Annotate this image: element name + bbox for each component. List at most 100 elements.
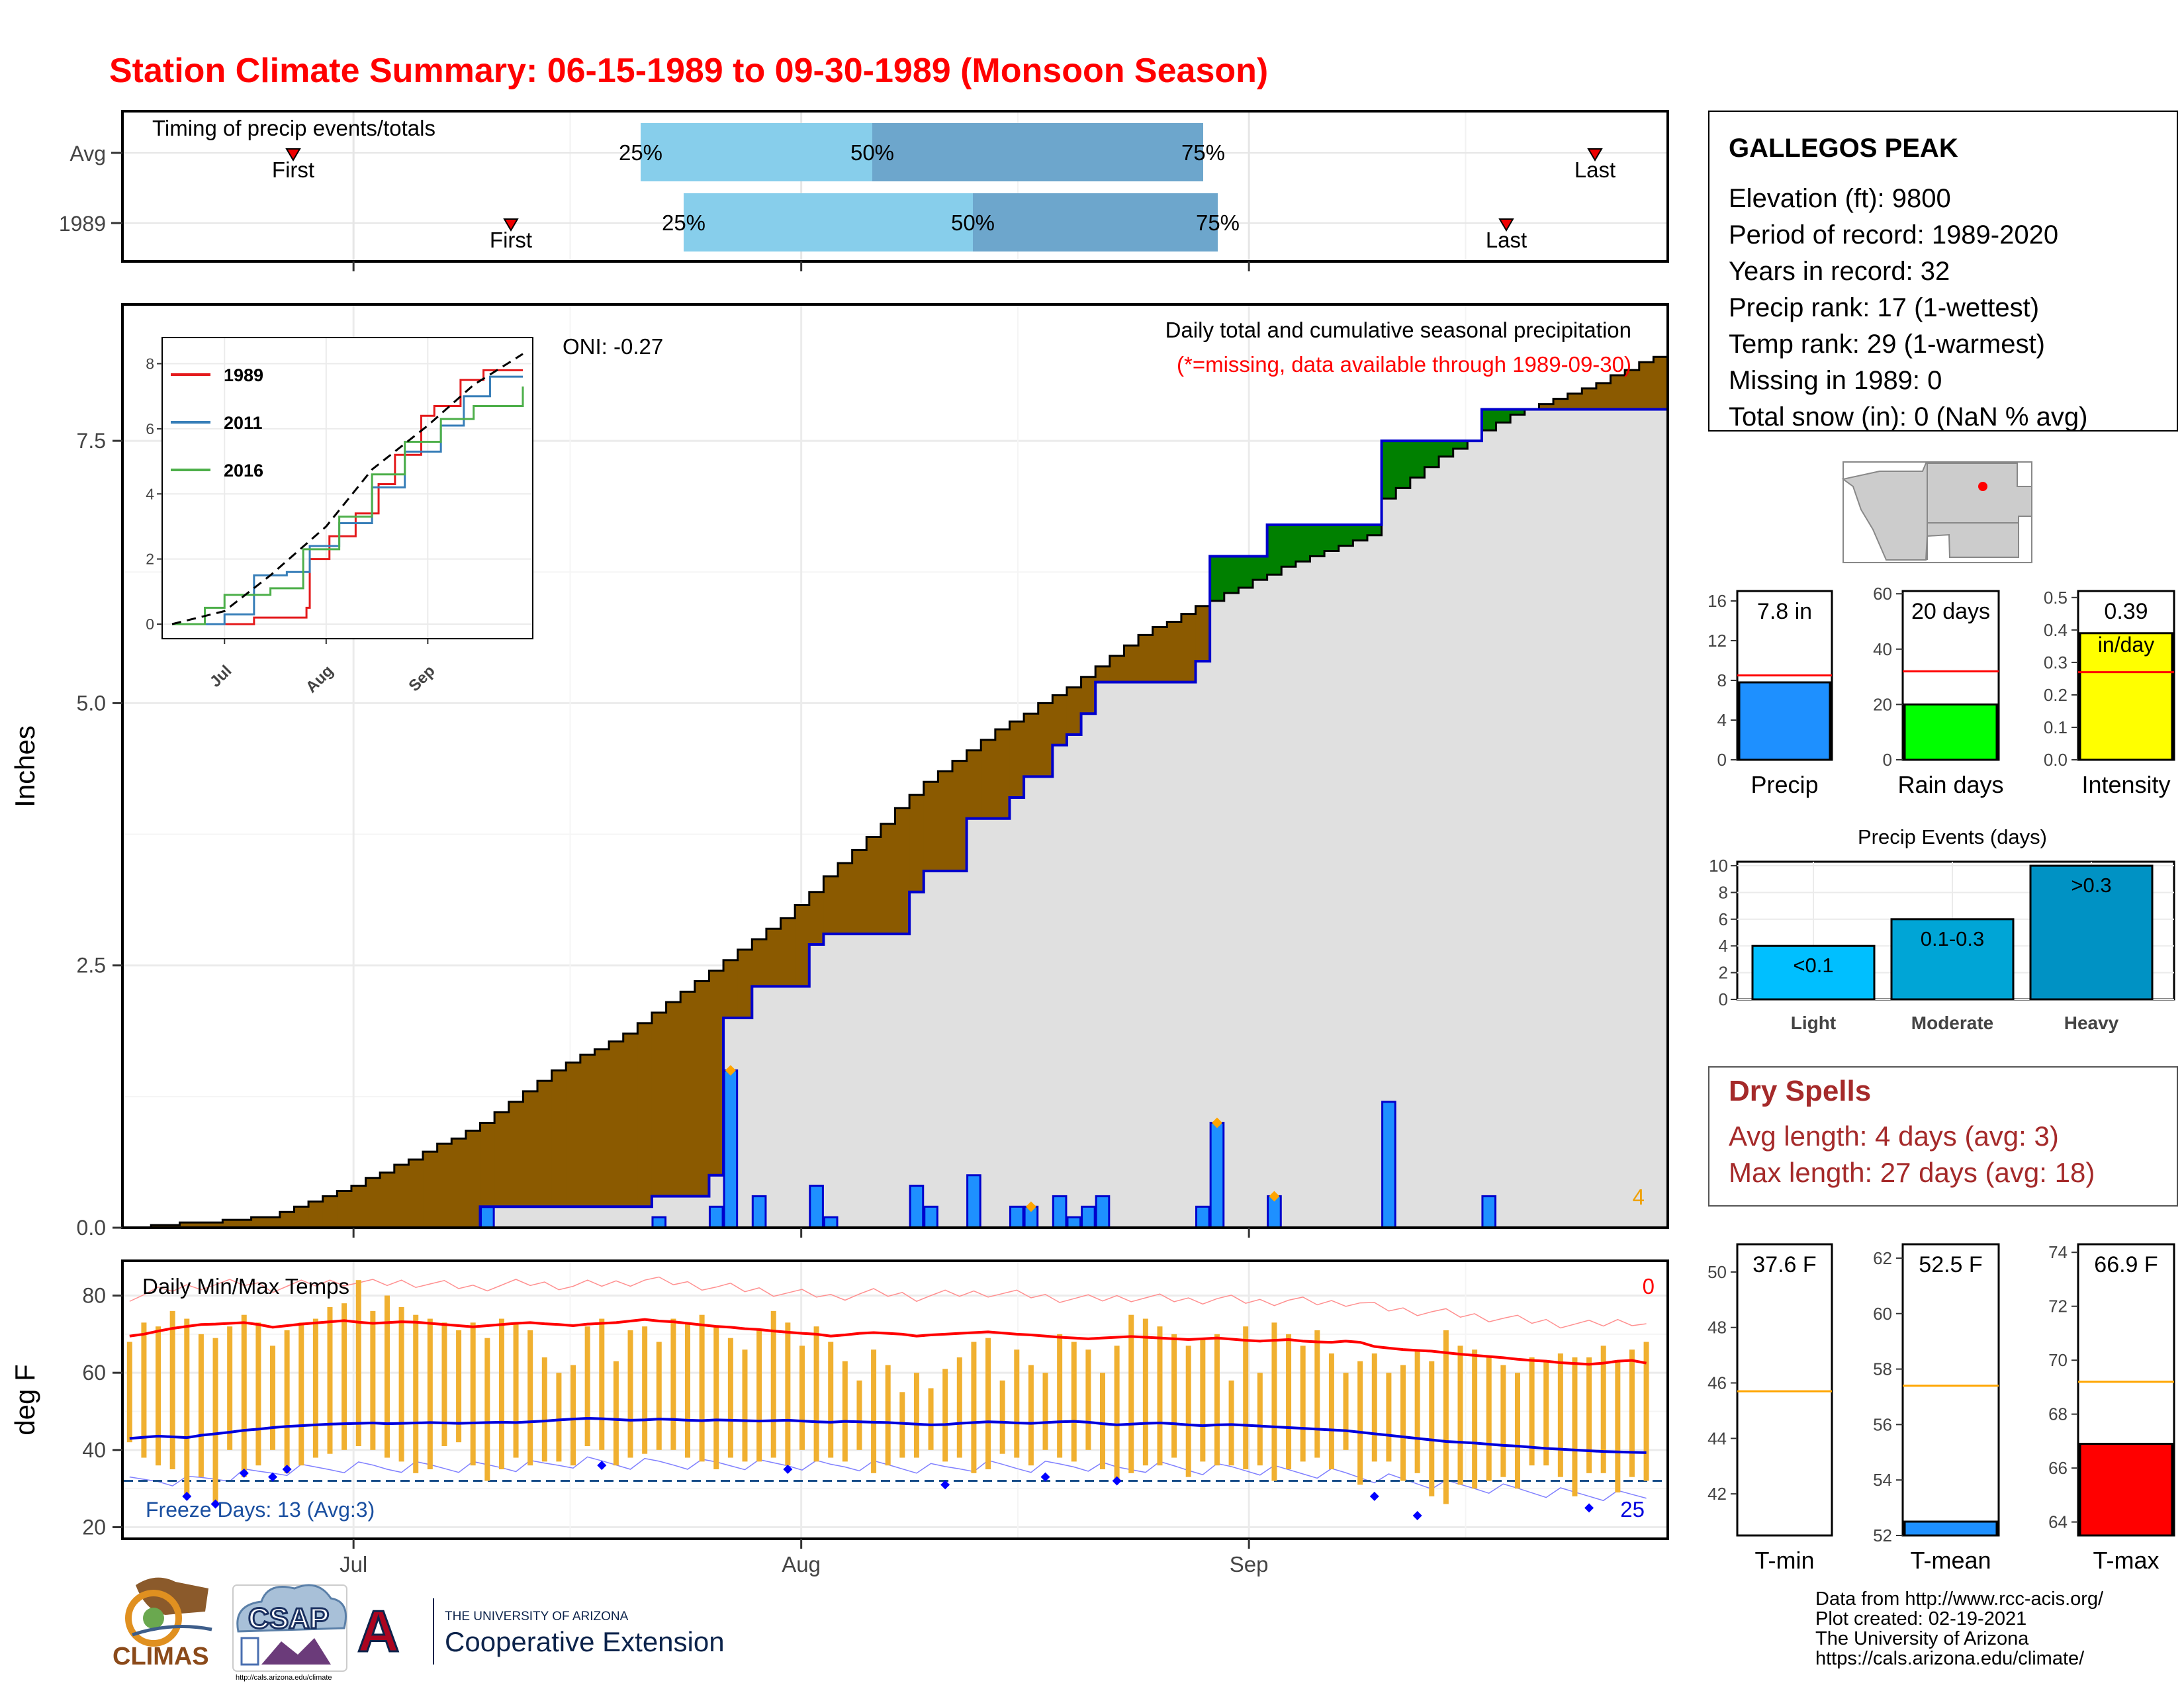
daily-temp-range-bar [1114,1346,1120,1481]
dry-spells-line: Avg length: 4 days (avg: 3) [1729,1120,2059,1152]
daily-precip-bar [1381,1101,1396,1229]
avg-tmin-line [129,1416,1647,1454]
daily-temp-range-bar [1071,1342,1077,1462]
event-bar-label: 0.1-0.3 [1921,927,1985,950]
deficit-segment [265,1217,281,1228]
freeze-day-marker [1040,1472,1050,1482]
daily-temp-range-bar [1085,1349,1091,1450]
deficit-segment [1553,398,1569,410]
daily-temp-range-bar [212,1338,218,1504]
temp-bar-label: 52.5 F [1919,1252,1982,1277]
daily-temp-range-bar [441,1322,447,1446]
deficit-segment [1639,362,1654,410]
precip-events-chart: Precip Events (days) 0 2 4 6 8 10 <0.1 Light 0.1… [1709,825,2175,1033]
surplus-segment [1510,409,1525,415]
daily-temp-range-bar [1600,1346,1606,1473]
daily-temp-range-bar [1042,1373,1048,1450]
daily-precip-bar [1195,1205,1210,1229]
ua-extension-logo: A THE UNIVERSITY OF ARIZONA Cooperative … [357,1598,725,1665]
svg-text:Cooperative Extension: Cooperative Extension [445,1626,725,1657]
surplus-segment [1424,441,1439,467]
daily-temp-range-bar [1171,1334,1177,1458]
deficit-segment [1610,375,1625,410]
yr-p50-label: 50% [951,210,995,235]
freeze-day-marker [1112,1476,1122,1486]
y-tick-label: 2 [146,551,154,568]
deficit-segment [752,939,767,987]
temperature-panel: 20 40 60 80 Jul Aug Sep deg F Daily Min/Max T… [9,1259,1669,1577]
temp-bar-frame [1901,1243,2000,1537]
deficit-segment [1124,645,1139,682]
y-tick-label: 5.0 [77,691,106,715]
svg-text:CLIMAS: CLIMAS [113,1643,209,1670]
daily-temp-range-bar [813,1326,819,1462]
daily-temp-range-bar [656,1342,662,1450]
daily-temp-range-bar [685,1322,691,1458]
freeze-days-count: 25 [1620,1497,1645,1522]
mini-bar-chart: 0.39 in/day Intensity 0.0 0.1 0.2 0.3 0.4 0.5 [2044,588,2175,798]
daily-temp-range-bar [556,1373,562,1462]
daily-precip-bar [723,1069,739,1229]
avg-first-marker [285,148,301,161]
deficit-segment [380,1172,395,1228]
avg-last-marker [1587,148,1603,161]
y-tick-label: 0.4 [2044,620,2068,640]
deficit-segment [694,981,710,1197]
daily-precip-bar [1009,1205,1024,1229]
freeze-day-marker [239,1468,249,1478]
surplus-segment [1453,441,1468,449]
deficit-segment [365,1177,381,1228]
daily-temp-range-bar [1214,1334,1220,1466]
daily-temp-range-bar [541,1357,547,1462]
inset-series-line [171,353,523,625]
y-tick-label: 4 [146,485,154,502]
y-tick-label: 6 [146,420,154,437]
daily-temp-range-bar [1443,1330,1449,1504]
daily-temp-range-bar [871,1349,877,1473]
y-tick-label: 16 [1707,591,1727,611]
y-tick-label: 0 [1717,750,1727,770]
y-tick-label: 12 [1707,631,1727,651]
deficit-segment [938,771,953,872]
event-bar-label: <0.1 [1793,954,1833,977]
y-tick-label: 0.2 [2044,685,2068,705]
surplus-segment [1267,524,1282,575]
timing-row-avg: Avg [69,142,106,165]
station-line: Years in record: 32 [1729,257,1950,286]
inset-series-line [172,369,523,625]
station-line: Elevation (ft): 9800 [1729,184,1951,213]
deficit-segment [795,905,810,987]
y-tick-label: 60 [82,1361,106,1385]
y-tick-label: 48 [1707,1318,1727,1338]
mini-bar-value [1903,703,1998,761]
daily-temp-range-bar [584,1326,590,1446]
deficit-segment [852,850,867,935]
daily-temp-range-bar [398,1307,404,1462]
surplus-segment [1224,556,1239,593]
freeze-day-marker [268,1472,278,1482]
deficit-segment [1567,393,1582,410]
y-tick-label: 10 [1709,856,1728,876]
daily-temp-range-bar [799,1346,805,1450]
temp-summary-chart: 66.9 F T-max 64 66 68 70 72 74 [2048,1242,2175,1574]
temp-bar-name: T-min [1755,1547,1815,1574]
daily-temp-range-bar [156,1326,161,1466]
deficit-segment [1582,388,1597,410]
daily-temp-range-bar [327,1307,333,1454]
daily-temp-range-bar [384,1295,390,1458]
daily-precip-bar [1209,1121,1225,1229]
daily-temp-range-bar [498,1318,504,1469]
surplus-segment [1496,409,1511,423]
event-bar [1890,918,2015,1001]
yr-last-marker [1498,218,1514,232]
y-tick-label: 2.5 [77,954,106,978]
station-line: Missing in 1989: 0 [1729,366,1942,395]
daily-temp-range-bar [1200,1338,1206,1462]
daily-temp-range-bar [1543,1361,1549,1466]
event-bar-label: >0.3 [2071,874,2111,897]
event-category: Heavy [2064,1013,2119,1033]
temp-summary-chart: 37.6 F T-min 42 44 46 48 50 [1707,1243,1833,1574]
deficit-segment [1167,621,1182,682]
